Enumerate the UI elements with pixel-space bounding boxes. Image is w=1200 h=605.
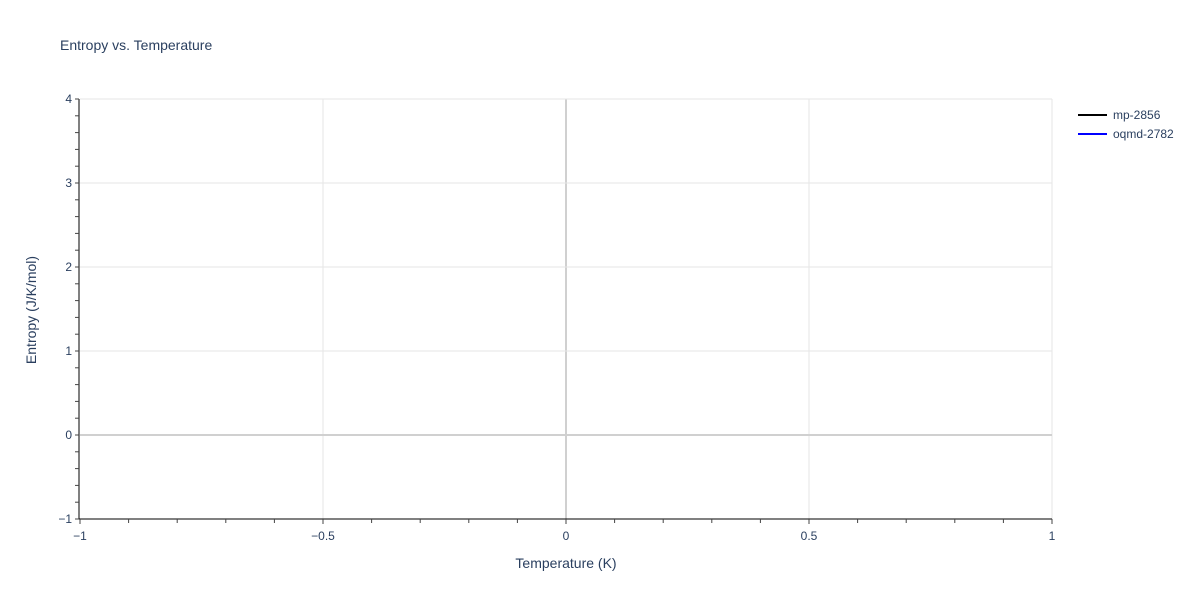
- x-tick-label: 0.5: [801, 529, 818, 543]
- x-tick-label: 0: [563, 529, 570, 543]
- x-tick-label: 1: [1049, 529, 1056, 543]
- legend[interactable]: mp-2856 oqmd-2782: [1078, 108, 1174, 141]
- legend-label: oqmd-2782: [1113, 127, 1174, 141]
- legend-item[interactable]: oqmd-2782: [1078, 127, 1174, 141]
- x-tick-label: −0.5: [311, 529, 335, 543]
- y-axis-label: Entropy (J/K/mol): [23, 256, 39, 364]
- x-axis-label: Temperature (K): [515, 555, 616, 571]
- axes: −1 −0.5 0 0.5 1 −1 0 1 2 3 4: [58, 92, 1055, 543]
- grid: [80, 98, 1053, 519]
- x-tick-label: −1: [73, 529, 87, 543]
- y-tick-label: −1: [58, 512, 72, 526]
- y-tick-label: 0: [65, 428, 72, 442]
- y-tick-label: 1: [65, 344, 72, 358]
- legend-label: mp-2856: [1113, 108, 1161, 122]
- legend-item[interactable]: mp-2856: [1078, 108, 1161, 122]
- y-tick-label: 3: [65, 176, 72, 190]
- y-tick-label: 4: [65, 92, 72, 106]
- chart-title: Entropy vs. Temperature: [60, 37, 212, 53]
- y-tick-label: 2: [65, 260, 72, 274]
